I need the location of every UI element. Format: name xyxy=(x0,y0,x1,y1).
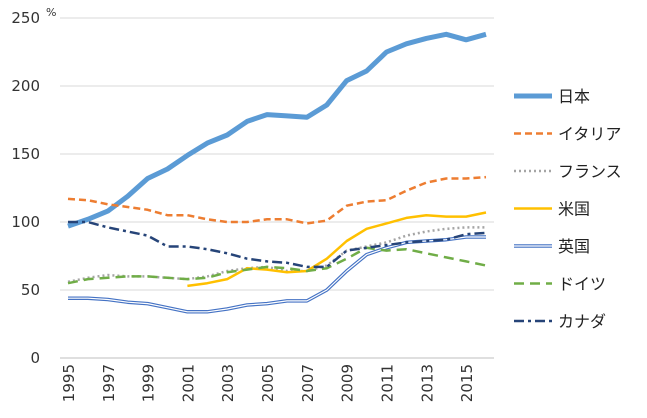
grid xyxy=(60,17,494,291)
legend-label-2: イタリア xyxy=(558,125,621,144)
y-tick-label: 100 xyxy=(11,213,40,231)
x-tick-label: 2011 xyxy=(378,364,396,402)
y-tick-label: 150 xyxy=(11,145,40,163)
x-tick-label: 1997 xyxy=(100,364,118,402)
y-unit-label: % xyxy=(46,6,56,19)
x-tick-label: 2005 xyxy=(259,364,277,402)
x-tick-label: 2013 xyxy=(418,364,436,402)
series-line-3 xyxy=(67,226,486,284)
series-line-1 xyxy=(67,31,487,229)
x-tick-label: 2003 xyxy=(219,364,237,402)
y-tick-label: 50 xyxy=(21,281,40,299)
y-axis-ticks: 0 50 100 150 200 250 xyxy=(11,9,40,367)
legend-label-3: フランス xyxy=(558,162,622,181)
x-tick-label: 2001 xyxy=(179,364,197,402)
series-line-2 xyxy=(67,175,487,225)
y-tick-label: 0 xyxy=(30,349,40,367)
series-lines xyxy=(67,31,487,314)
x-tick-label: 2015 xyxy=(458,364,476,402)
x-tick-label: 1995 xyxy=(60,364,78,402)
x-tick-label: 1999 xyxy=(140,364,158,402)
x-axis-ticks: 1995 1997 1999 2001 2003 2005 2007 2009 2011 2013… xyxy=(60,364,476,402)
legend-label-1: 日本 xyxy=(558,87,590,106)
y-tick-label: 200 xyxy=(11,77,40,95)
series-line-7 xyxy=(68,220,487,269)
x-tick-label: 2007 xyxy=(299,364,317,402)
series-line-5 xyxy=(68,235,486,314)
legend-label-6: ドイツ xyxy=(558,275,606,294)
y-tick-label: 250 xyxy=(11,9,40,27)
series-line-4 xyxy=(187,211,487,288)
legend-label-4: 米国 xyxy=(558,200,590,219)
x-tick-label: 2009 xyxy=(339,364,357,402)
legend-label-7: カナダ xyxy=(558,312,606,331)
legend-label-5: 英国 xyxy=(558,237,590,256)
series-line-6 xyxy=(67,246,487,285)
